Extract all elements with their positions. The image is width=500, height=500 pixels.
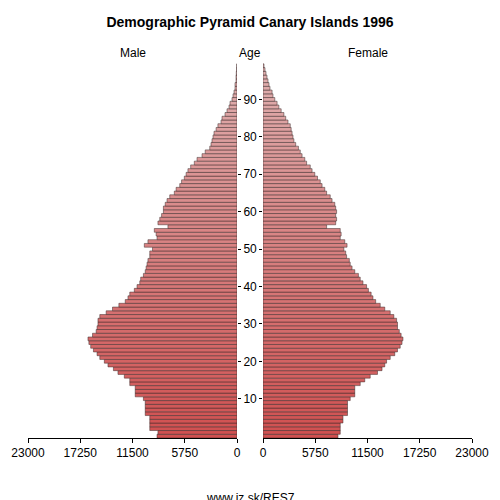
svg-text:www.iz.sk/RES7: www.iz.sk/RES7 xyxy=(206,491,295,500)
svg-text:5750: 5750 xyxy=(171,446,198,460)
svg-text:Demographic Pyramid Canary Isl: Demographic Pyramid Canary Islands 1996 xyxy=(106,14,393,30)
svg-text:10: 10 xyxy=(243,392,257,406)
svg-text:Age: Age xyxy=(239,46,261,60)
svg-text:23000: 23000 xyxy=(455,446,489,460)
svg-text:Male: Male xyxy=(120,46,146,60)
svg-text:0: 0 xyxy=(234,446,241,460)
svg-text:50: 50 xyxy=(243,242,257,256)
svg-text:0: 0 xyxy=(260,446,267,460)
svg-text:60: 60 xyxy=(243,205,257,219)
svg-text:90: 90 xyxy=(243,93,257,107)
svg-text:17250: 17250 xyxy=(64,446,98,460)
svg-text:80: 80 xyxy=(243,130,257,144)
svg-text:70: 70 xyxy=(243,167,257,181)
svg-text:11500: 11500 xyxy=(116,446,149,460)
svg-text:5750: 5750 xyxy=(302,446,329,460)
svg-text:11500: 11500 xyxy=(351,446,384,460)
svg-text:30: 30 xyxy=(243,317,257,331)
svg-text:23000: 23000 xyxy=(11,446,45,460)
svg-text:20: 20 xyxy=(243,355,257,369)
svg-text:Female: Female xyxy=(348,46,388,60)
svg-text:40: 40 xyxy=(243,280,257,294)
svg-text:17250: 17250 xyxy=(403,446,437,460)
